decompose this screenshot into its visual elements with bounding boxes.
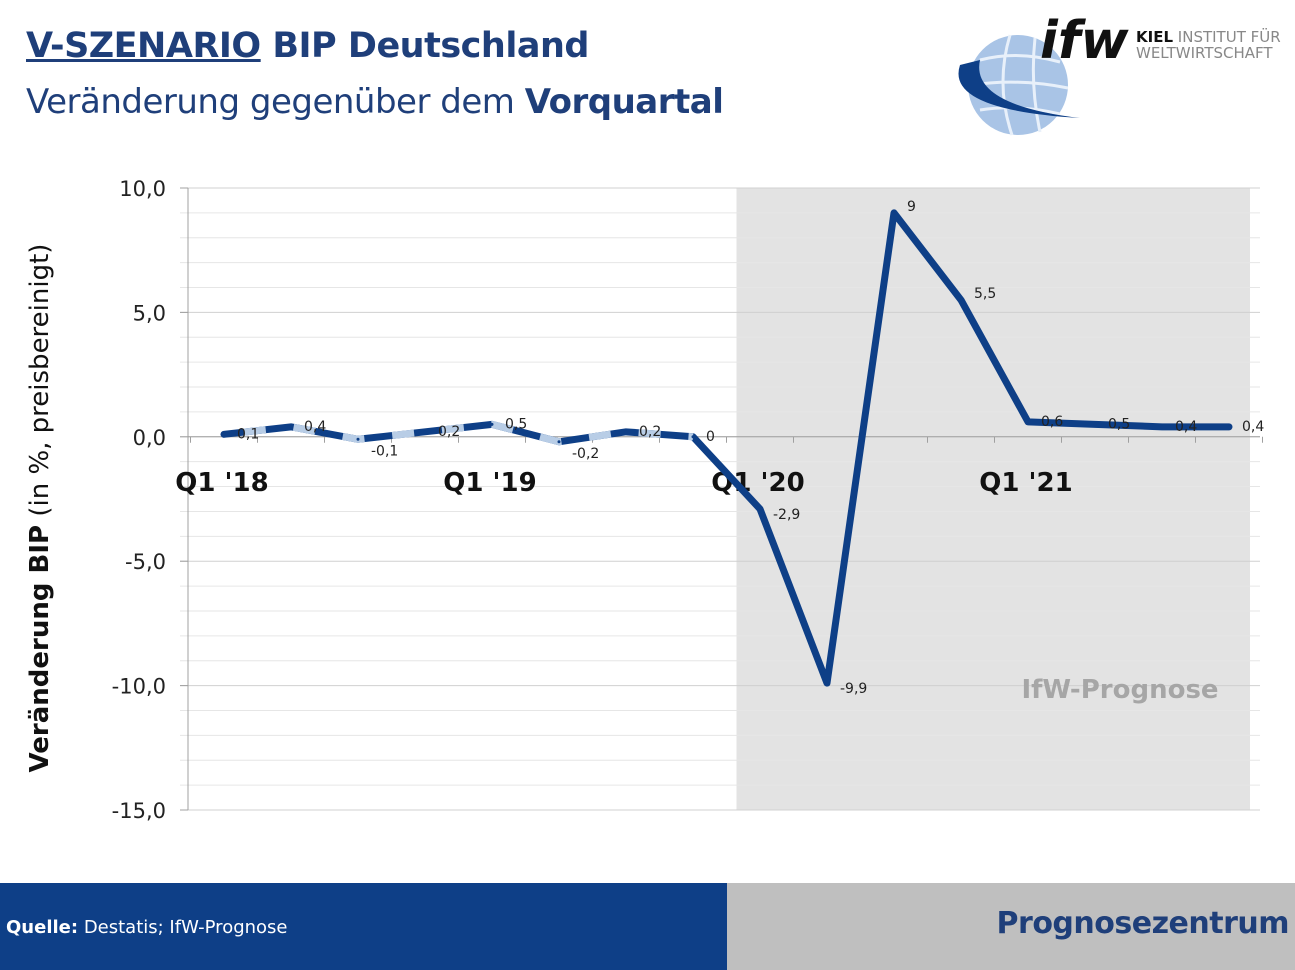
- source-text: Destatis; IfW-Prognose: [83, 917, 288, 938]
- data-point: [1160, 425, 1164, 429]
- data-point: [1227, 425, 1231, 429]
- source-label: Quelle:: [6, 917, 79, 938]
- data-point: [356, 437, 360, 441]
- data-label: -9,9: [840, 681, 867, 697]
- series-line: [220, 209, 1233, 687]
- ifw-logo: ifw KIEL INSTITUT FÜR WELTWIRTSCHAFT: [958, 11, 1281, 136]
- data-point: [758, 507, 762, 511]
- data-label: 0,4: [1242, 419, 1264, 435]
- y-axis-label-rest: (in %, preisbereinigt): [25, 244, 55, 517]
- footer-gray-bar: [727, 883, 1295, 970]
- data-point: [222, 432, 226, 436]
- data-point: [825, 681, 829, 685]
- data-point: [892, 211, 896, 215]
- x-tick-label: Q1 '21: [979, 468, 1072, 498]
- subtitle-text: Veränderung gegenüber dem: [26, 82, 515, 122]
- data-label: 0,5: [505, 416, 527, 432]
- source-note: Quelle: Destatis; IfW-Prognose: [6, 917, 288, 938]
- data-point: [959, 298, 963, 302]
- data-label: 5,5: [974, 286, 996, 302]
- logo-line1: INSTITUT FÜR: [1178, 27, 1281, 46]
- y-axis-label: Veränderung BIP (in %, preisbereinigt): [25, 244, 55, 773]
- data-label: -0,2: [572, 446, 599, 462]
- data-point: [490, 422, 494, 426]
- y-tick-label: -10,0: [112, 675, 166, 699]
- data-point: [557, 440, 561, 444]
- y-tick-label: 0,0: [133, 426, 166, 450]
- page-subtitle: Veränderung gegenüber dem Vorquartal: [26, 82, 724, 122]
- data-label: -0,1: [371, 443, 398, 459]
- data-point: [423, 430, 427, 434]
- forecast-band: [736, 188, 1250, 810]
- y-tick-label: 5,0: [133, 301, 166, 325]
- logo-kiel: KIEL: [1136, 28, 1173, 46]
- data-label: 0,4: [1175, 419, 1197, 435]
- data-point: [624, 430, 628, 434]
- data-point: [691, 435, 695, 439]
- data-label: 0: [706, 429, 715, 445]
- series-light-dash: [223, 420, 694, 446]
- logo-mark: ifw: [1040, 11, 1129, 71]
- data-label: 0,4: [304, 419, 326, 435]
- data-label: -2,9: [773, 507, 800, 523]
- y-tick-label: 10,0: [119, 177, 166, 201]
- title-main: BIP Deutschland: [272, 26, 589, 66]
- chart: 10,0 5,0 0,0 -5,0 -10,0 -15,0 Q1 '18 Q1 '19 Q1 '…: [25, 177, 1264, 823]
- y-tick-label: -15,0: [112, 799, 166, 823]
- data-point: [1026, 420, 1030, 424]
- title-scenario: V-SZENARIO: [26, 26, 261, 66]
- x-tick-label: Q1 '19: [443, 468, 536, 498]
- page-title: V-SZENARIO BIP Deutschland: [26, 26, 589, 66]
- data-point: [289, 425, 293, 429]
- data-label: 0,5: [1108, 416, 1130, 432]
- data-label: 9: [907, 199, 916, 215]
- data-label: 0,1: [237, 426, 259, 442]
- subtitle-bold: Vorquartal: [524, 82, 724, 122]
- data-label: 0,2: [639, 424, 661, 440]
- y-axis-label-bold: Veränderung BIP: [25, 525, 55, 773]
- svg-text:KIEL INSTITUT FÜR: KIEL INSTITUT FÜR: [1136, 27, 1281, 46]
- y-tick-label: -5,0: [125, 550, 166, 574]
- forecast-annotation: IfW-Prognose: [1021, 675, 1218, 705]
- footer-blue-bar: [0, 883, 745, 970]
- data-point: [1093, 422, 1097, 426]
- x-tick-label: Q1 '18: [175, 468, 268, 498]
- data-label: 0,2: [438, 424, 460, 440]
- data-label: 0,6: [1041, 414, 1063, 430]
- prognosezentrum-label: Prognosezentrum: [996, 906, 1290, 941]
- logo-line2: WELTWIRTSCHAFT: [1136, 44, 1273, 62]
